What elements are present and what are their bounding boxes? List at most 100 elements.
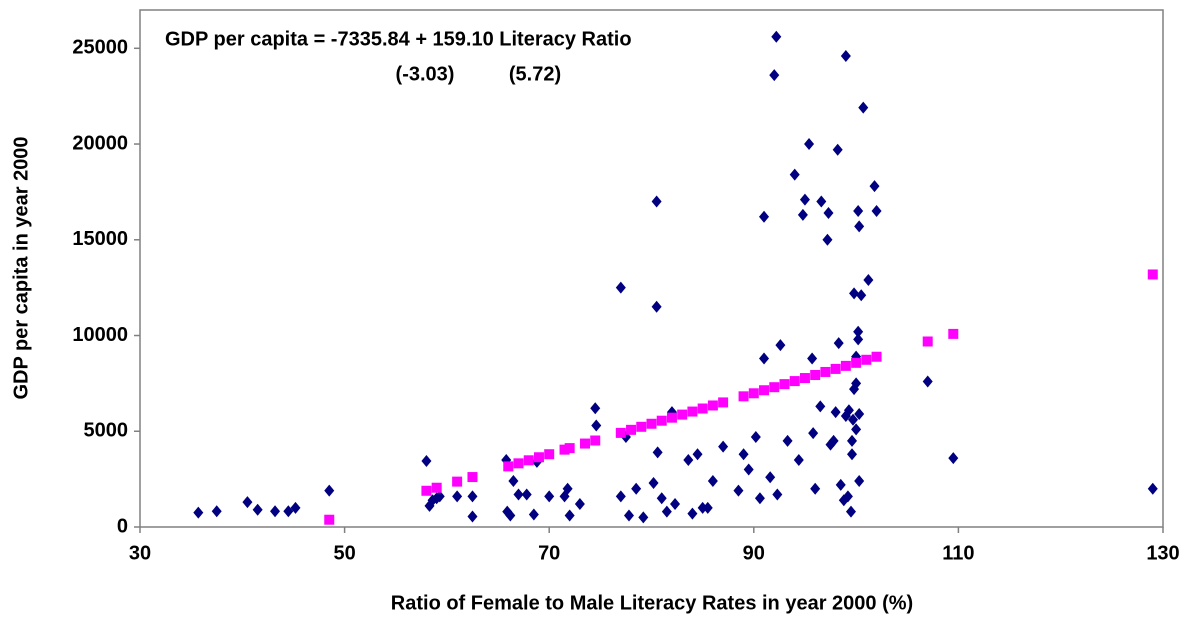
x-tick-label: 90 [743, 542, 765, 564]
data-point [840, 49, 851, 62]
data-point [854, 408, 865, 421]
data-point [467, 510, 478, 523]
data-point [591, 419, 602, 432]
data-point [615, 490, 626, 503]
data-point [574, 498, 585, 511]
t-stat: (5.72) [509, 63, 561, 85]
fitted-point [452, 476, 463, 487]
data-point [1147, 482, 1158, 495]
fitted-point [861, 354, 872, 365]
data-point [759, 210, 770, 223]
x-tick-label: 130 [1146, 542, 1179, 564]
data-point [687, 507, 698, 520]
fitted-point [615, 427, 626, 438]
data-point [759, 352, 770, 365]
fitted-point [564, 443, 575, 454]
data-point [733, 484, 744, 497]
data-point [847, 448, 858, 461]
fitted-point [779, 379, 790, 390]
fitted-point [523, 455, 534, 466]
t-stat: (-3.03) [396, 63, 455, 85]
data-point [252, 503, 263, 516]
data-point [782, 434, 793, 447]
data-point [623, 509, 634, 522]
fitted-point [851, 357, 862, 368]
fitted-point [421, 485, 432, 496]
data-point [793, 453, 804, 466]
fitted-point [707, 400, 718, 411]
data-point [270, 505, 281, 518]
data-point [799, 193, 810, 206]
data-point [835, 478, 846, 491]
data-point [743, 463, 754, 476]
data-point [849, 287, 860, 300]
fitted-point [656, 415, 667, 426]
data-point [848, 413, 859, 426]
data-point [324, 484, 335, 497]
data-point [697, 501, 708, 514]
fitted-point [738, 391, 749, 402]
data-point [508, 475, 519, 488]
data-point [810, 482, 821, 495]
y-axis-label: GDP per capita in year 2000 [10, 136, 32, 399]
fitted-point [503, 461, 514, 472]
data-point [670, 498, 681, 511]
fitted-point [431, 482, 442, 493]
fitted-point [820, 366, 831, 377]
fitted-point [590, 435, 601, 446]
fitted-point [769, 382, 780, 393]
data-point [851, 423, 862, 436]
x-tick-label: 70 [538, 542, 560, 564]
y-tick-label: 5000 [84, 420, 129, 442]
data-point [544, 490, 555, 503]
data-point [521, 488, 532, 501]
data-point [789, 168, 800, 181]
fitted-point [810, 370, 821, 381]
data-point [707, 475, 718, 488]
fitted-point [324, 514, 335, 525]
fitted-point [533, 452, 544, 463]
data-point [853, 325, 864, 338]
data-point [797, 208, 808, 221]
y-tick-label: 0 [117, 515, 128, 537]
data-point [562, 482, 573, 495]
data-point [807, 352, 818, 365]
data-point [830, 406, 841, 419]
data-point [775, 339, 786, 352]
data-point [853, 205, 864, 218]
data-point [948, 452, 959, 465]
data-point [692, 448, 703, 461]
data-point [772, 488, 783, 501]
data-point [193, 506, 204, 519]
fitted-point [687, 406, 698, 417]
data-point [856, 289, 867, 302]
data-point [615, 281, 626, 294]
fitted-point [580, 438, 591, 449]
data-point [718, 440, 729, 453]
fitted-point [636, 421, 647, 432]
data-point [765, 471, 776, 484]
data-point [822, 233, 833, 246]
fitted-point [626, 424, 637, 435]
fitted-point [646, 418, 657, 429]
data-point [434, 490, 445, 503]
data-point [638, 511, 649, 524]
x-tick-label: 110 [942, 542, 974, 564]
fitted-point [666, 412, 677, 423]
data-point [808, 427, 819, 440]
x-tick-label: 50 [333, 542, 355, 564]
data-point [656, 492, 667, 505]
data-point [502, 505, 513, 518]
equation: GDP per capita = -7335.84 + 159.10 Liter… [165, 28, 632, 50]
data-point [843, 404, 854, 417]
data-point [211, 505, 222, 518]
data-point [771, 30, 782, 43]
data-point [242, 496, 253, 509]
fitted-point [748, 388, 759, 399]
data-point [769, 69, 780, 82]
y-tick-label: 25000 [72, 37, 128, 59]
fitted-point [718, 397, 729, 408]
data-point [854, 475, 865, 488]
data-point [564, 509, 575, 522]
